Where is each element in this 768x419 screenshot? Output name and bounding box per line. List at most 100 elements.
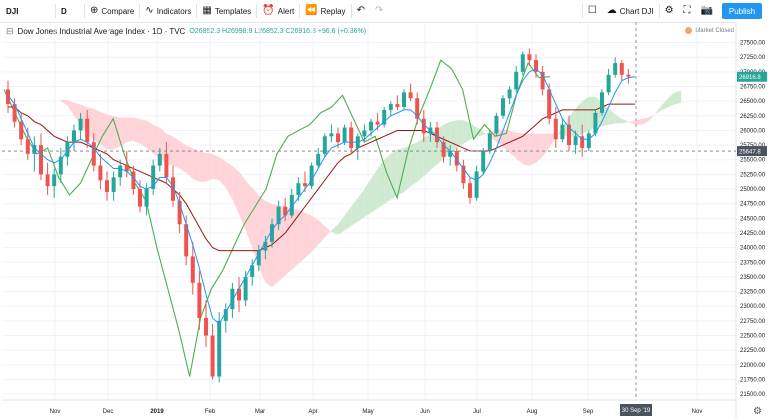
x-tick-label: Nov [50, 409, 61, 415]
candle-down [98, 165, 103, 181]
candle-down [91, 142, 96, 166]
candle-down [421, 118, 426, 134]
y-tick-label: 24250.00 [740, 231, 766, 237]
candle-up [606, 74, 611, 93]
templates-label: Templates [214, 6, 252, 16]
candle-up [560, 124, 565, 140]
ichimoku-cloud-segment [212, 154, 220, 181]
candle-up [65, 142, 70, 157]
price-chart[interactable]: 21500.00 21750.00 22000.00 22250.00 22500.00… [0, 22, 768, 419]
ichimoku-cloud-segment [364, 178, 371, 218]
high-value: H26998.9 [222, 28, 253, 35]
y-tick-label: 22500.00 [740, 334, 766, 340]
candle-down [461, 165, 466, 184]
candle-up [217, 320, 222, 377]
ichimoku-cloud-segment [173, 136, 180, 169]
candle-up [382, 109, 387, 125]
layout-button[interactable]: ☁ Chart DJI [602, 0, 659, 22]
candle-up [256, 250, 261, 266]
symbol-title[interactable]: Dow Jones Industrial Average Index · 1D … [17, 27, 186, 36]
candle-up [316, 153, 321, 166]
last-price-tag [737, 71, 767, 82]
last-price-label: 26916.8 [739, 75, 761, 81]
y-tick-label: 25250.00 [740, 172, 766, 178]
candle-up [342, 127, 347, 143]
x-tick-label: Nov [692, 409, 703, 415]
ichimoku-cloud-segment [153, 124, 160, 159]
y-tick-label: 23500.00 [740, 275, 766, 281]
symbol-search[interactable]: DJI [6, 6, 19, 16]
candle-down [553, 118, 558, 140]
alert-label: Alert [277, 6, 295, 16]
ichimoku-cloud-segment [542, 133, 550, 157]
ichimoku-cloud-segment [146, 120, 154, 154]
ichimoku-cloud-segment [219, 157, 226, 188]
replay-icon: ⏪ [305, 5, 318, 16]
ichimoku-cloud-segment [417, 137, 424, 183]
candle-up [78, 118, 83, 131]
ichimoku-cloud-segment [338, 215, 345, 235]
ichimoku-cloud-segment [628, 120, 635, 125]
candle-up [309, 165, 314, 187]
base-line [8, 103, 635, 252]
indicators-button[interactable]: ∿ Indicators [140, 0, 196, 22]
divider [350, 4, 352, 18]
low-value: L26852.3 [254, 28, 284, 35]
compare-label: Compare [101, 6, 135, 16]
fullscreen-toggle-button[interactable]: ⛶ [679, 0, 696, 22]
x-tick-label: Aug [527, 409, 538, 415]
ichimoku-cloud-segment [621, 118, 629, 124]
alert-button[interactable]: ⏰ Alert [257, 0, 299, 22]
ichimoku-cloud-segment [344, 206, 352, 231]
candle-up [276, 206, 281, 225]
y-tick-label: 24500.00 [740, 216, 766, 222]
compare-button[interactable]: ⊕ Compare [85, 0, 139, 22]
candle-down [164, 153, 169, 178]
ichimoku-cloud-segment [265, 201, 272, 288]
templates-button[interactable]: ▦ Templates [197, 0, 256, 22]
candle-down [527, 54, 532, 61]
candle-down [336, 133, 340, 143]
y-tick-label: 23000.00 [740, 304, 766, 310]
ichimoku-cloud-segment [470, 123, 477, 140]
candle-up [111, 177, 116, 192]
ichimoku-cloud-segment [456, 120, 464, 149]
collapse-legend-icon[interactable]: ⊟ [6, 26, 14, 36]
settings-button[interactable]: ⚙ [660, 0, 679, 22]
ichimoku-cloud-segment [351, 197, 358, 226]
interval-button[interactable]: D [61, 6, 67, 16]
candle-down [138, 189, 142, 207]
camera-icon: 📷 [700, 5, 713, 16]
market-status-label: Market Closed [695, 27, 734, 34]
publish-button[interactable]: Publish [722, 3, 762, 19]
candle-down [184, 224, 189, 257]
ichimoku-cloud-segment [298, 209, 305, 264]
candle-down [85, 118, 90, 143]
divider [84, 4, 85, 18]
replay-button[interactable]: ⏪ Replay [300, 0, 350, 22]
candle-down [395, 104, 400, 108]
ichimoku-cloud-segment [654, 105, 662, 115]
candle-down [408, 92, 413, 99]
candle-up [329, 133, 334, 137]
divider [658, 4, 660, 18]
candle-down [540, 71, 545, 90]
redo-button[interactable]: ↷ [370, 0, 388, 22]
ichimoku-cloud-segment [615, 114, 622, 124]
fullscreen-button[interactable]: ☐ [583, 0, 602, 22]
ichimoku-cloud-segment [608, 108, 616, 125]
candle-down [303, 183, 307, 187]
candle-up [501, 98, 505, 116]
snapshot-button[interactable]: 📷 [696, 0, 718, 22]
ichimoku-cloud-segment [536, 133, 543, 163]
y-tick-label: 26500.00 [740, 99, 766, 105]
y-tick-label: 22750.00 [740, 319, 766, 325]
x-tick-label: 2019 [150, 409, 164, 415]
close-value: C26916.8 [285, 28, 316, 35]
ichimoku-cloud-segment [126, 117, 134, 143]
chart-settings-gear-icon[interactable]: ⚙ [753, 406, 762, 417]
candle-up [600, 92, 604, 113]
candle-up [613, 63, 618, 75]
undo-button[interactable]: ↶ [352, 0, 370, 22]
candle-up [586, 133, 591, 149]
